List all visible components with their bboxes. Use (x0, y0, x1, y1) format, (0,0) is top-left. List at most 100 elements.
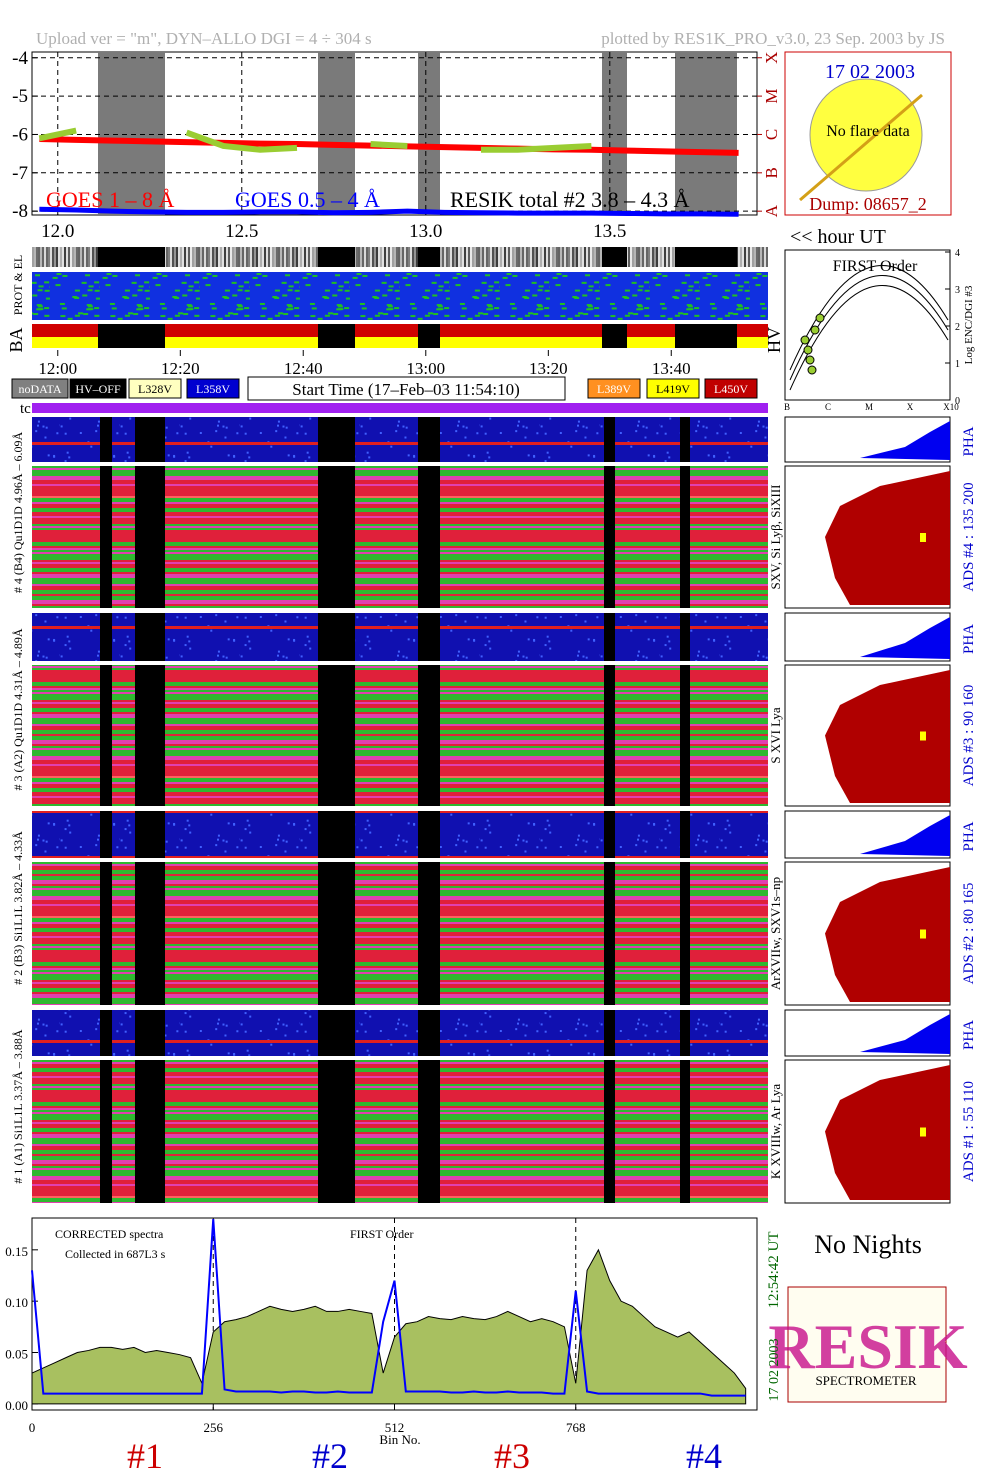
data-gap (318, 417, 355, 462)
channel-number: #3 (494, 1436, 530, 1476)
x-tick-label: 13.5 (593, 221, 626, 242)
night-band (418, 52, 440, 215)
pha-profile (860, 1014, 950, 1054)
legend-swatch (704, 378, 758, 399)
annotation: Collected in 687L3 s (65, 1247, 166, 1261)
tc-label: tc (20, 401, 31, 417)
ads-profile (825, 670, 950, 803)
time-tick-label: 12:40 (284, 359, 323, 378)
y-tick-label: -5 (12, 86, 28, 107)
x-tick-label: 768 (566, 1420, 586, 1435)
strip-gap (98, 247, 165, 267)
strip-map (32, 272, 768, 320)
data-gap (100, 1060, 112, 1203)
time-tick-label: 13:00 (406, 359, 445, 378)
data-gap (418, 417, 440, 462)
logo-big: RESIK (768, 1311, 967, 1382)
order-xlabel: X (907, 402, 914, 412)
ads-profile (825, 471, 950, 605)
strip-gap (675, 324, 737, 348)
strip-gap (602, 324, 627, 348)
legend-swatch (186, 378, 240, 399)
legend-swatch (646, 378, 700, 399)
tc-bar (32, 403, 768, 413)
order-point (810, 325, 820, 335)
strip-label: PROT & EL (11, 255, 25, 315)
night-band (318, 52, 355, 215)
data-gap (135, 466, 165, 608)
night-band (675, 52, 737, 215)
data-gap (318, 1010, 355, 1056)
pha-label: PHA (961, 624, 977, 654)
data-gap (418, 665, 440, 806)
pha-label: PHA (961, 1020, 977, 1050)
data-gap (604, 466, 615, 608)
time-tick-label: 12:20 (161, 359, 200, 378)
strip-gap (318, 324, 355, 348)
channel-label: # 1 (A1) Si1L1L 3.37Å – 3.88Å (11, 1029, 25, 1184)
order-point (807, 365, 817, 375)
data-gap (680, 665, 690, 806)
order-xlabel: C (825, 402, 831, 412)
legend-label: L358V (196, 382, 230, 396)
pha-profile (860, 815, 950, 856)
pha-label: PHA (961, 426, 977, 456)
species-label: S XVI Lya (768, 707, 783, 764)
x-tick-label: 512 (385, 1420, 405, 1435)
legend-label: HV–OFF (75, 382, 121, 396)
legend-label: L450V (714, 382, 748, 396)
legend-entry: GOES 0.5 – 4 Å (235, 187, 380, 212)
channel-label: # 3 (A2) Qu1D1D 4.31Å – 4.89Å (11, 628, 25, 790)
y2-tick-label: C (762, 129, 781, 140)
strip-gap (318, 247, 355, 267)
order-title: FIRST Order (833, 258, 918, 275)
data-gap (100, 613, 112, 661)
data-gap (318, 862, 355, 1005)
species-label: K XVIIIw, Ar Lya (768, 1084, 783, 1179)
data-gap (318, 466, 355, 608)
header-left: Upload ver = "m", DYN–ALLO DGI = 4 ÷ 304… (36, 29, 372, 48)
strip-gap (418, 324, 440, 348)
data-gap (604, 665, 615, 806)
date-stamp: 17 02 2003 (767, 1339, 782, 1402)
data-gap (418, 862, 440, 1005)
ads-marker (920, 731, 926, 741)
legend-entry: RESIK total #2 3.8 – 4.3 Å (450, 187, 690, 212)
strip-gap (675, 247, 737, 267)
legend-swatch (11, 378, 69, 399)
data-gap (680, 466, 690, 608)
order-ytick-label: 1 (955, 359, 960, 370)
data-gap (100, 811, 112, 858)
strip-label: BA (6, 327, 26, 352)
order-point (805, 355, 815, 365)
data-gap (318, 1060, 355, 1203)
species-label: ArXVIIw, SXV1s–np (768, 877, 783, 990)
species-label: SXV, Si Lyβ, SiXIII (768, 485, 783, 590)
ads-marker (920, 929, 926, 939)
x-tick-label: 12.5 (225, 221, 258, 242)
data-gap (100, 1010, 112, 1056)
data-gap (418, 1010, 440, 1056)
data-gap (604, 613, 615, 661)
time-stamp: 12:54:42 UT (766, 1231, 782, 1308)
sun-arrow (799, 93, 923, 202)
legend-label: L389V (597, 382, 631, 396)
channel-number: #1 (127, 1436, 163, 1476)
data-gap (135, 1060, 165, 1203)
data-gap (680, 1010, 690, 1056)
y2-tick-label: M (762, 89, 781, 104)
x-tick-label: 13.0 (409, 221, 442, 242)
data-gap (418, 811, 440, 858)
data-gap (418, 613, 440, 661)
order-curve (789, 275, 949, 381)
channel-label: # 2 (B3) Si1L1L 3.82Å – 4.33Å (11, 831, 25, 985)
y-tick-label: -7 (12, 163, 28, 184)
legend-label: L328V (138, 382, 172, 396)
data-gap (604, 1010, 615, 1056)
night-band (602, 52, 627, 215)
sun-note: No flare data (826, 123, 910, 140)
data-gap (135, 665, 165, 806)
start-time: Start Time (17–Feb–03 11:54:10) (292, 380, 519, 399)
